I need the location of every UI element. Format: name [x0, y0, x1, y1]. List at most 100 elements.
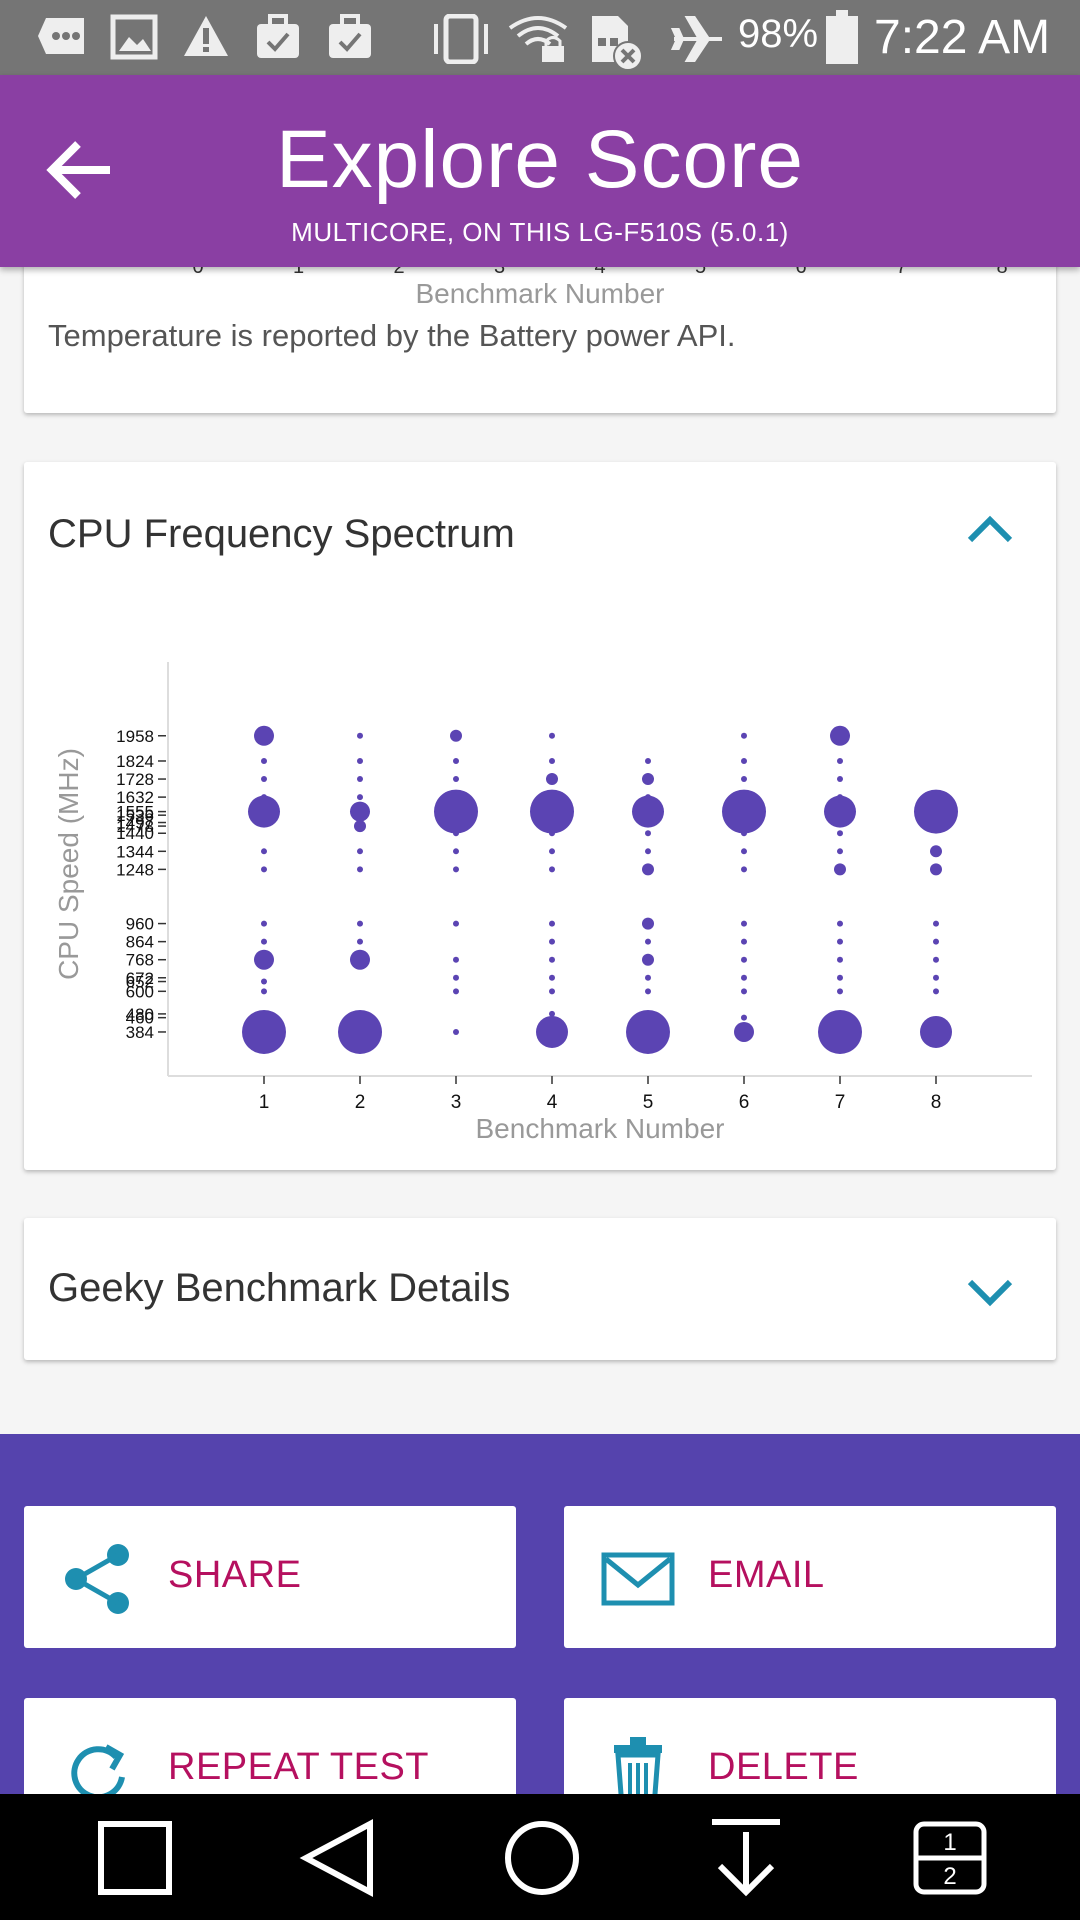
x-tick-label: 5 [643, 1092, 654, 1113]
frequency-bubble [453, 848, 459, 855]
frequency-bubble [645, 757, 651, 764]
y-tick-label: 460 [126, 1009, 154, 1028]
home-icon[interactable] [502, 1818, 582, 1898]
back-arrow-icon[interactable] [40, 130, 120, 210]
frequency-bubble [254, 725, 274, 746]
frequency-bubble [626, 1009, 670, 1054]
frequency-bubble [357, 920, 363, 927]
frequency-bubble [453, 920, 459, 927]
frequency-bubble [930, 845, 942, 858]
frequency-bubble [357, 732, 363, 739]
email-button[interactable]: EMAIL [564, 1506, 1056, 1648]
frequency-bubble [357, 776, 363, 783]
y-tick-label: 1824 [116, 752, 154, 771]
frequency-bubble [549, 988, 555, 995]
x-tick-label: 3 [451, 1092, 462, 1113]
frequency-bubble [824, 795, 856, 828]
frequency-bubble [453, 757, 459, 764]
frequency-bubble [933, 920, 939, 927]
frequency-bubble [837, 776, 843, 783]
y-tick-label: 384 [126, 1023, 154, 1042]
frequency-bubble [549, 732, 555, 739]
page-subtitle: MULTICORE, ON THIS LG-F510S (5.0.1) [291, 217, 789, 247]
frequency-bubble [357, 848, 363, 855]
frequency-bubble [734, 1021, 754, 1042]
frequency-bubble [933, 974, 939, 981]
frequency-bubble [338, 1009, 382, 1054]
y-tick-label: 1248 [116, 860, 154, 879]
frequency-bubble [930, 863, 942, 876]
frequency-bubble [741, 974, 747, 981]
temperature-chart-axis: 0 1 2 3 4 5 6 7 8 Benchmark Number [192, 267, 1007, 309]
x-tick-label: 6 [739, 1092, 750, 1113]
temperature-x-tick: 1 [293, 267, 304, 278]
y-tick-label: 1440 [116, 824, 154, 843]
frequency-bubble [530, 789, 574, 834]
x-tick-label: 1 [259, 1092, 270, 1113]
frequency-bubble [642, 917, 654, 930]
clock: 7:22 AM [874, 11, 1051, 64]
chevron-down-icon[interactable] [966, 1276, 1014, 1310]
frequency-bubble [645, 988, 651, 995]
frequency-bubble [357, 794, 363, 801]
frequency-bubble [453, 830, 459, 837]
frequency-bubble [741, 920, 747, 927]
frequency-bubble [546, 773, 558, 786]
svg-text:1: 1 [943, 1829, 956, 1856]
page-title: Explore Score [275, 114, 805, 205]
wifi-locked-icon [508, 16, 568, 62]
chevron-up-icon[interactable] [966, 512, 1014, 546]
mail-icon [601, 1552, 675, 1606]
frequency-bubble [549, 866, 555, 873]
temperature-card: Temperature is reported by the Battery p… [24, 250, 1056, 413]
y-tick-label: 1632 [116, 788, 154, 807]
frequency-bubble [933, 988, 939, 995]
frequency-bubble [837, 956, 843, 963]
temperature-x-tick: 6 [795, 267, 806, 278]
image-icon [110, 14, 158, 60]
app-bar: Explore Score MULTICORE, ON THIS LG-F510… [0, 75, 1080, 267]
frequency-bubble [549, 1010, 555, 1017]
system-nav-bar: 1 2 [0, 1794, 1080, 1920]
frequency-bubble [741, 776, 747, 783]
frequency-bubble [242, 1009, 286, 1054]
x-tick-label: 7 [835, 1092, 846, 1113]
dual-window-icon[interactable]: 1 2 [910, 1818, 990, 1898]
y-tick-label: 1344 [116, 842, 154, 861]
y-tick-label: 1555 [116, 803, 154, 822]
cpu-frequency-card: CPU Frequency Spectrum 1958 1824 1728 1632 1… [24, 462, 1056, 1170]
frequency-bubble [632, 795, 664, 828]
y-tick-label: 480 [126, 1005, 154, 1024]
frequency-bubble [741, 757, 747, 764]
temperature-x-tick: 7 [896, 267, 907, 278]
action-footer: SHARE EMAIL REPEAT TEST DELETE [0, 1434, 1080, 1840]
temperature-x-tick: 4 [594, 267, 605, 278]
temperature-x-tick: 2 [393, 267, 404, 278]
temperature-note: Temperature is reported by the Battery p… [48, 318, 736, 353]
recent-apps-icon[interactable] [95, 1818, 175, 1898]
share-button[interactable]: SHARE [24, 1506, 516, 1648]
temperature-x-tick: 8 [996, 267, 1007, 278]
briefcase-icon [329, 14, 371, 58]
frequency-bubble [830, 725, 850, 746]
frequency-bubble [453, 866, 459, 873]
y-tick-label: 960 [126, 915, 154, 934]
battery-icon [826, 10, 858, 64]
frequency-bubble [741, 848, 747, 855]
back-nav-icon[interactable] [298, 1818, 378, 1898]
frequency-bubble [642, 953, 654, 966]
geeky-details-card[interactable]: Geeky Benchmark Details [24, 1218, 1056, 1360]
y-tick-label: 768 [126, 951, 154, 970]
svg-text:2: 2 [943, 1863, 956, 1890]
y-tick-label: 672 [126, 969, 154, 988]
frequency-bubble [248, 795, 280, 828]
frequency-bubble [261, 848, 267, 855]
frequency-bubble [933, 956, 939, 963]
frequency-bubble [834, 863, 846, 876]
notification-pull-icon[interactable] [706, 1818, 786, 1898]
frequency-bubble [818, 1009, 862, 1054]
frequency-bubble [741, 956, 747, 963]
frequency-bubble [741, 988, 747, 995]
frequency-bubble [741, 830, 747, 837]
no-sim-icon [592, 16, 643, 71]
